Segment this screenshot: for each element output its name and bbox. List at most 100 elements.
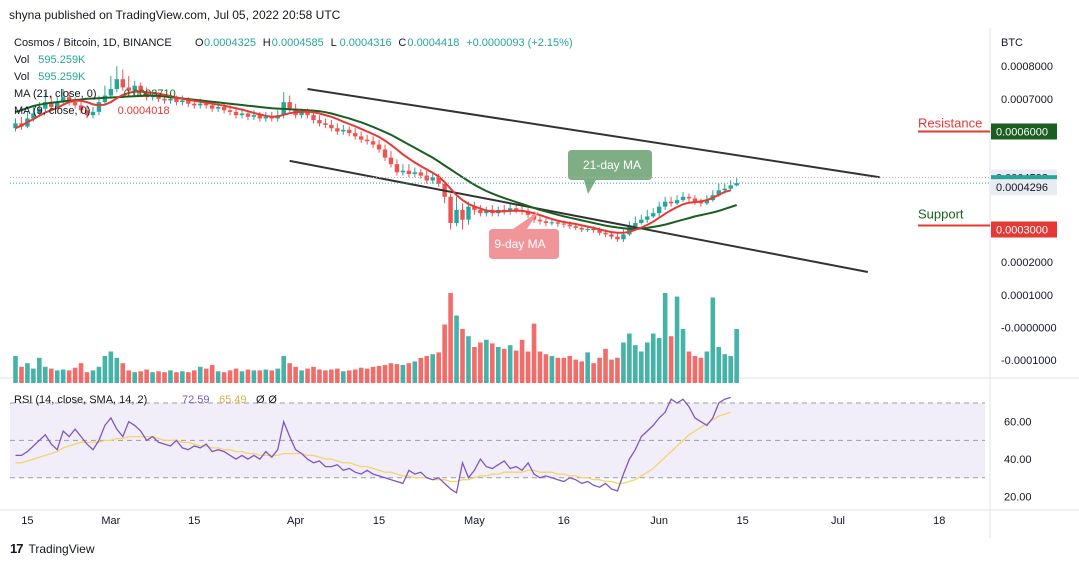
candle-body xyxy=(317,120,322,124)
candle-body xyxy=(418,172,423,176)
trend-channel xyxy=(289,88,880,273)
candle-body xyxy=(591,228,596,231)
time-tick-label: 18 xyxy=(933,515,945,527)
volume-bar xyxy=(573,359,579,383)
volume-bar xyxy=(317,369,322,383)
volume-bar xyxy=(585,352,590,383)
indicator-value: 0.0003710 xyxy=(124,88,176,100)
volume-bar xyxy=(370,366,376,383)
candle-body xyxy=(388,157,394,165)
support-label: Support xyxy=(918,207,964,222)
volume-bar xyxy=(138,371,143,383)
candle-body xyxy=(555,222,561,224)
ohlc-key: H xyxy=(263,37,271,49)
price-label-bg xyxy=(991,123,1057,140)
candle-body xyxy=(734,183,739,186)
volume-bar xyxy=(597,357,602,383)
candle-body xyxy=(704,200,710,204)
candle-body xyxy=(722,188,727,191)
tradingview-logo[interactable]: 17 TradingView xyxy=(10,541,95,556)
volume-bar xyxy=(394,364,400,383)
volume-bar xyxy=(329,369,334,383)
candle-body xyxy=(573,226,578,228)
moving-averages xyxy=(15,90,738,234)
publisher-attribution: shyna published on TradingView.com, Jul … xyxy=(9,8,341,22)
candle-body xyxy=(609,234,614,237)
candle-body xyxy=(585,228,590,230)
candle-body xyxy=(120,79,125,88)
volume-bar xyxy=(543,354,549,383)
volume-bar xyxy=(126,370,132,383)
volume-bar xyxy=(674,296,680,383)
volume-bar xyxy=(174,372,179,383)
candle-body xyxy=(382,149,388,158)
price-label-bg xyxy=(991,221,1057,238)
candle-body xyxy=(90,111,96,116)
candle-body xyxy=(221,106,227,111)
candle-body xyxy=(186,100,191,104)
volume-bar xyxy=(406,363,412,383)
volume-bar xyxy=(460,329,465,383)
support-resistance: Resistance Support xyxy=(918,115,990,227)
price-axis[interactable]: 0.0008000 0.0007000 0.0002000 0.0001000 -0.0… xyxy=(1001,61,1057,367)
volume-bar xyxy=(215,371,221,383)
candle-body xyxy=(299,111,304,116)
channel-lower-line xyxy=(289,159,868,273)
ohlc-values: O 0.0004325 H 0.0004585 L 0.0004316 C 0.0004418 xyxy=(195,37,459,49)
volume-bar xyxy=(78,363,84,383)
volume-bar xyxy=(66,370,72,383)
volume-bar xyxy=(186,372,191,383)
volume-bar xyxy=(454,315,459,383)
candle-body xyxy=(615,236,620,240)
tradingview-wordmark: TradingView xyxy=(28,541,95,556)
candle-body xyxy=(114,79,120,90)
price-tick-label: 0.0007000 xyxy=(1001,94,1053,106)
currency-label: BTC xyxy=(1001,37,1023,49)
rsi-line xyxy=(15,396,731,494)
ohlc-key: L xyxy=(331,37,337,49)
volume-bar xyxy=(144,369,149,383)
volume-bar xyxy=(281,356,286,383)
volume-bar xyxy=(364,368,370,383)
ohlc-value: 0.0004585 xyxy=(272,37,324,49)
volume-bar xyxy=(102,356,108,383)
candle-body xyxy=(204,103,209,106)
candle-body xyxy=(698,201,704,204)
candle-body xyxy=(674,200,680,204)
volume-bar xyxy=(197,366,203,383)
ohlc-key: C xyxy=(398,37,406,49)
candle-body xyxy=(448,196,453,223)
chart-canvas[interactable]: 21-day MA 9-day MA 0.00080000.00070000.0… xyxy=(0,28,1079,538)
ohlc-value: 0.0004418 xyxy=(407,37,459,49)
candle-body xyxy=(668,201,674,204)
volume-bar xyxy=(519,339,525,383)
candle-body xyxy=(335,128,340,132)
price-labels: 0.00060000.00045930.000441803:01:150.000… xyxy=(10,123,1057,238)
volume-bar xyxy=(662,293,668,383)
volume-bar xyxy=(192,370,197,383)
ohlc-key: O xyxy=(195,37,204,49)
volume-bar xyxy=(501,348,507,383)
candle-body xyxy=(323,123,328,125)
volume-bar xyxy=(507,345,513,383)
volume-bar xyxy=(54,370,60,383)
volume-bar xyxy=(609,359,614,383)
candle-body xyxy=(436,177,441,184)
indicator-value: 0.0004018 xyxy=(118,105,170,117)
rsi-axis[interactable]: 60.00 40.00 20.00 xyxy=(1004,417,1032,504)
volume-bar xyxy=(388,363,394,383)
volume-bar xyxy=(448,293,453,383)
candle-body xyxy=(454,209,459,223)
price-label: 0.0003000 xyxy=(996,225,1048,237)
candle-body xyxy=(49,102,54,107)
candle-body xyxy=(263,116,269,119)
candle-body xyxy=(305,111,310,116)
candle-body xyxy=(621,234,626,240)
candle-body xyxy=(31,113,36,119)
candle-body xyxy=(168,98,173,101)
volume-bar xyxy=(114,357,120,383)
time-axis[interactable]: 15 Mar 15 Apr 15 May 16 Jun 15 Jul 18 xyxy=(21,515,945,527)
ma9-line xyxy=(15,90,731,234)
rsi-legend: RSI (14, close, SMA, 14, 2) 72.59 65.49 Ø Ø xyxy=(14,394,277,406)
candle-body xyxy=(251,115,257,117)
